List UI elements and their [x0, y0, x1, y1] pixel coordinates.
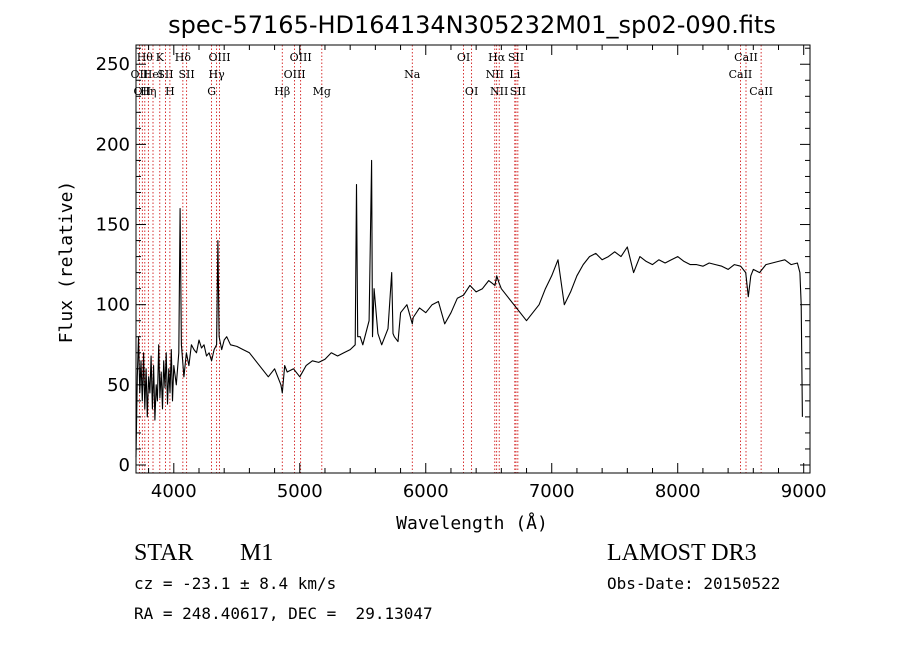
- line-label: SII: [179, 68, 195, 81]
- y-axis-label: Flux (relative): [56, 181, 77, 344]
- line-label: CaII: [749, 85, 773, 98]
- x-tick-label: 8000: [655, 481, 701, 502]
- y-tick-label: 250: [96, 54, 130, 75]
- line-label: Hδ: [175, 51, 192, 64]
- line-label: Li: [509, 68, 520, 81]
- line-label: OI: [465, 85, 478, 98]
- x-tick-label: 4000: [151, 481, 197, 502]
- x-tick-label: 5000: [277, 481, 323, 502]
- spectrum-line: [135, 159, 803, 458]
- spectral-line-markers: [139, 45, 762, 473]
- line-label: OIII: [208, 51, 230, 64]
- spectrum-series: [135, 159, 803, 458]
- x-tick-label: 9000: [781, 481, 827, 502]
- y-tick-label: 0: [119, 455, 130, 476]
- line-label: Mg: [313, 85, 331, 98]
- line-label: K: [156, 51, 165, 64]
- y-tick-label: 100: [96, 295, 130, 316]
- line-label: SII: [508, 51, 524, 64]
- object-class: STAR: [134, 540, 194, 566]
- chart-title: spec-57165-HD164134N305232M01_sp02-090.f…: [168, 11, 776, 39]
- line-label: NII: [486, 68, 504, 81]
- observation-date: Obs-Date: 20150522: [607, 574, 781, 593]
- line-label: OIII: [290, 51, 312, 64]
- axis-ticks: 4000 5000 6000 7000 8000 9000 0 50 100 150 200 250: [96, 45, 827, 502]
- y-tick-label: 50: [107, 375, 130, 396]
- line-label: CaII: [729, 68, 753, 81]
- line-label: HeI: [143, 68, 163, 81]
- line-label: OIII: [284, 68, 306, 81]
- plot-frame: [135, 44, 811, 474]
- line-label: H: [165, 85, 175, 98]
- line-label: Hα: [488, 51, 506, 64]
- line-label: SII: [157, 68, 173, 81]
- line-label: SII: [510, 85, 526, 98]
- line-label: OII: [131, 68, 149, 81]
- y-tick-label: 200: [96, 134, 130, 155]
- line-label: Na: [404, 68, 421, 81]
- line-label: G: [207, 85, 216, 98]
- line-label: Hη: [140, 85, 156, 98]
- line-label: Hβ: [274, 85, 290, 98]
- x-tick-label: 7000: [529, 481, 575, 502]
- coordinates: RA = 248.40617, DEC = 29.13047: [134, 604, 433, 623]
- redshift-value: cz = -23.1 ± 8.4 km/s: [134, 574, 337, 593]
- object-subclass: M1: [240, 540, 274, 566]
- line-label: OI: [457, 51, 470, 64]
- line-label: Hγ: [209, 68, 226, 81]
- line-label: NII: [490, 85, 508, 98]
- line-label: CaII: [734, 51, 758, 64]
- x-tick-label: 6000: [403, 481, 449, 502]
- line-label: Hθ: [137, 51, 154, 64]
- y-tick-label: 150: [96, 215, 130, 236]
- x-axis-label: Wavelength (Å): [396, 512, 548, 534]
- line-label: OII: [133, 85, 151, 98]
- survey-label: LAMOST DR3: [607, 540, 757, 566]
- spectral-line-labels: OIIOIIHθHηHeIKSIIHHδSIIGHγOIIIHβOIIIOIII…: [131, 51, 773, 98]
